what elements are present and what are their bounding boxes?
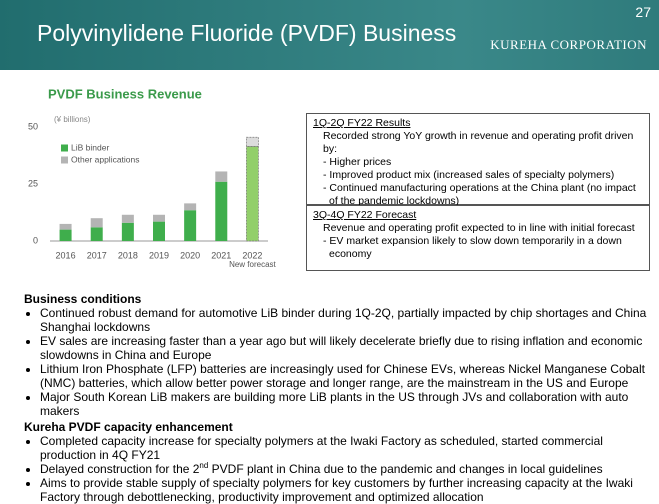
- legend-swatch: [61, 156, 68, 164]
- bar-segment: [184, 210, 197, 241]
- superscript: nd: [199, 461, 209, 470]
- text-block: Business conditions Continued robust dem…: [24, 292, 650, 504]
- bar-segment: [90, 218, 103, 228]
- x-tick-label: 2018: [118, 250, 138, 260]
- legend-swatch: [61, 144, 68, 152]
- bar-segment: [215, 171, 228, 182]
- lead: Recorded strong YoY growth in revenue an…: [323, 130, 634, 155]
- legend-label: Other applications: [71, 154, 140, 164]
- bar-segment: [59, 229, 72, 241]
- x-tick-label: 2020: [180, 250, 200, 260]
- page-number: 27: [635, 4, 651, 20]
- bar-segment: [121, 214, 134, 223]
- heading: Kureha PVDF capacity enhancement: [24, 420, 233, 434]
- list-item: - Higher prices: [323, 156, 392, 168]
- bar-segment: [153, 221, 165, 241]
- list-item: - EV market expansion likely to slow dow…: [323, 235, 622, 260]
- list-item: - Continued manufacturing operations at …: [323, 182, 636, 207]
- bar-segment: [246, 136, 259, 147]
- bar-segment: [59, 223, 72, 230]
- title: Polyvinylidene Fluoride (PVDF) Business: [37, 20, 457, 46]
- legend-label: LiB binder: [71, 142, 109, 152]
- list: Continued robust demand for automotive L…: [24, 306, 650, 418]
- list-item: Delayed construction for the 2nd PVDF pl…: [40, 461, 650, 477]
- heading: 1Q-2Q FY22 Results: [313, 117, 411, 129]
- bar-segment: [153, 214, 165, 222]
- list-item: Major South Korean LiB makers are buildi…: [40, 390, 650, 418]
- chart: PVDF Business Revenue (¥ billions) 0 25 50…: [28, 86, 277, 269]
- list: Completed capacity increase for specialt…: [24, 434, 650, 504]
- lead: Revenue and operating profit expected to…: [323, 222, 635, 234]
- list-item: Completed capacity increase for specialt…: [40, 434, 650, 462]
- bar-segment: [215, 181, 228, 241]
- x-tick-label: 2021: [211, 250, 231, 260]
- x-tick-label: 2019: [149, 250, 169, 260]
- results-box: 1Q-2Q FY22 Results Recorded strong YoY g…: [306, 113, 650, 207]
- y-tick-label: 25: [28, 178, 38, 188]
- x-note: New forecast: [229, 260, 276, 269]
- x-tick-label: 2017: [87, 250, 107, 260]
- heading: 3Q-4Q FY22 Forecast: [313, 209, 417, 221]
- bar-segment: [121, 222, 134, 241]
- chart-title: PVDF Business Revenue: [48, 86, 202, 101]
- heading: Business conditions: [24, 292, 142, 306]
- y-tick-label: 0: [33, 235, 38, 245]
- list-item: Continued robust demand for automotive L…: [40, 306, 650, 334]
- text: PVDF plant in China due to the pandemic …: [208, 462, 603, 476]
- list-item: EV sales are increasing faster than a ye…: [40, 334, 650, 362]
- forecast-box: 3Q-4Q FY22 Forecast Revenue and operatin…: [306, 205, 650, 271]
- text: Delayed construction for the 2: [40, 462, 200, 476]
- header-band: Polyvinylidene Fluoride (PVDF) Business …: [0, 0, 659, 70]
- x-tick-label: 2016: [56, 250, 76, 260]
- list-item: Lithium Iron Phosphate (LFP) batteries a…: [40, 362, 650, 390]
- bar-segment: [246, 146, 259, 242]
- bar-segment: [184, 203, 197, 211]
- company: KUREHA CORPORATION: [490, 37, 647, 52]
- bar-segment: [90, 227, 103, 241]
- list-item: - Improved product mix (increased sales …: [323, 169, 615, 181]
- unit-label: (¥ billions): [54, 115, 91, 124]
- x-tick-label: 2022: [242, 250, 262, 260]
- y-tick-label: 50: [28, 121, 38, 131]
